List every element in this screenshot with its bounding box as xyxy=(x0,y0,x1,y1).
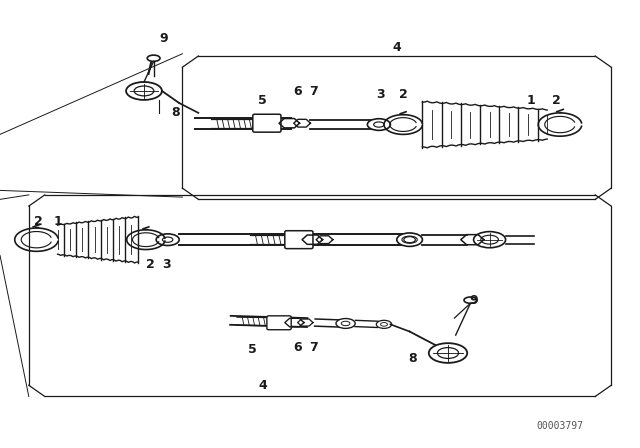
Text: 9: 9 xyxy=(469,293,478,307)
Text: 2: 2 xyxy=(552,94,561,108)
Text: 4: 4 xyxy=(258,379,267,392)
Text: 1: 1 xyxy=(53,215,62,228)
Ellipse shape xyxy=(397,233,422,246)
Ellipse shape xyxy=(367,119,390,130)
Text: 2: 2 xyxy=(146,258,155,271)
FancyBboxPatch shape xyxy=(253,114,281,132)
Text: 4: 4 xyxy=(392,40,401,54)
Text: 5: 5 xyxy=(248,343,257,356)
Text: 5: 5 xyxy=(258,94,267,108)
Ellipse shape xyxy=(429,343,467,363)
Text: 3: 3 xyxy=(376,87,385,101)
Ellipse shape xyxy=(376,320,392,328)
Ellipse shape xyxy=(147,55,160,61)
Text: 7: 7 xyxy=(309,85,318,99)
Text: 2: 2 xyxy=(399,87,408,101)
Text: 6: 6 xyxy=(293,340,302,354)
Text: 6: 6 xyxy=(293,85,302,99)
Text: 9: 9 xyxy=(159,31,168,45)
FancyBboxPatch shape xyxy=(267,316,291,330)
Ellipse shape xyxy=(336,319,355,328)
Text: 00003797: 00003797 xyxy=(536,421,584,431)
Text: 7: 7 xyxy=(309,340,318,354)
Text: 1: 1 xyxy=(527,94,536,108)
Ellipse shape xyxy=(464,297,477,303)
Text: 8: 8 xyxy=(408,352,417,365)
Text: 8: 8 xyxy=(172,105,180,119)
FancyBboxPatch shape xyxy=(285,231,313,249)
Ellipse shape xyxy=(474,232,506,248)
Ellipse shape xyxy=(126,82,162,100)
Text: 2: 2 xyxy=(34,215,43,228)
Ellipse shape xyxy=(156,234,179,246)
Text: 3: 3 xyxy=(162,258,171,271)
